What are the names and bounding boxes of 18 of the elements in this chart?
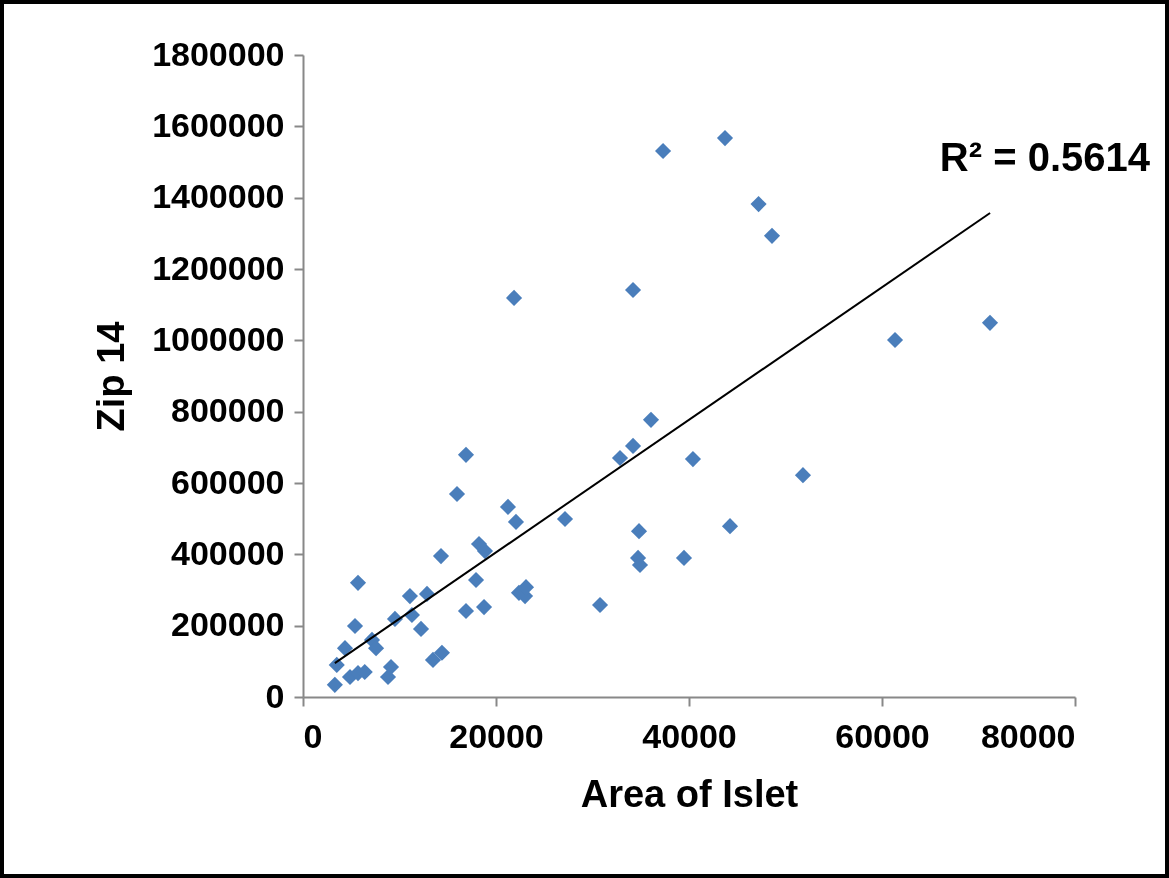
y-tick-label: 1400000	[152, 177, 285, 216]
x-tick-label: 20000	[449, 716, 544, 755]
y-tick-label: 0	[265, 676, 285, 715]
y-tick-label: 400000	[171, 533, 285, 572]
x-tick-label: 40000	[642, 716, 737, 755]
y-tick-label: 1800000	[152, 34, 285, 73]
y-tick-label: 200000	[171, 605, 285, 644]
x-tick-label: 0	[303, 716, 323, 755]
y-tick-label: 1200000	[152, 248, 285, 287]
y-tick-label: 800000	[171, 391, 285, 430]
y-axis-title: Zip 14	[90, 321, 133, 432]
x-tick-label: 60000	[835, 716, 930, 755]
y-tick-label: 1600000	[152, 105, 285, 144]
annotation: R² = 0.5614	[939, 135, 1151, 179]
x-axis-title: Area of Islet	[580, 772, 799, 815]
x-tick-label: 80000	[980, 716, 1076, 755]
y-tick-label: 1000000	[152, 319, 285, 358]
y-tick-label: 600000	[171, 462, 285, 501]
